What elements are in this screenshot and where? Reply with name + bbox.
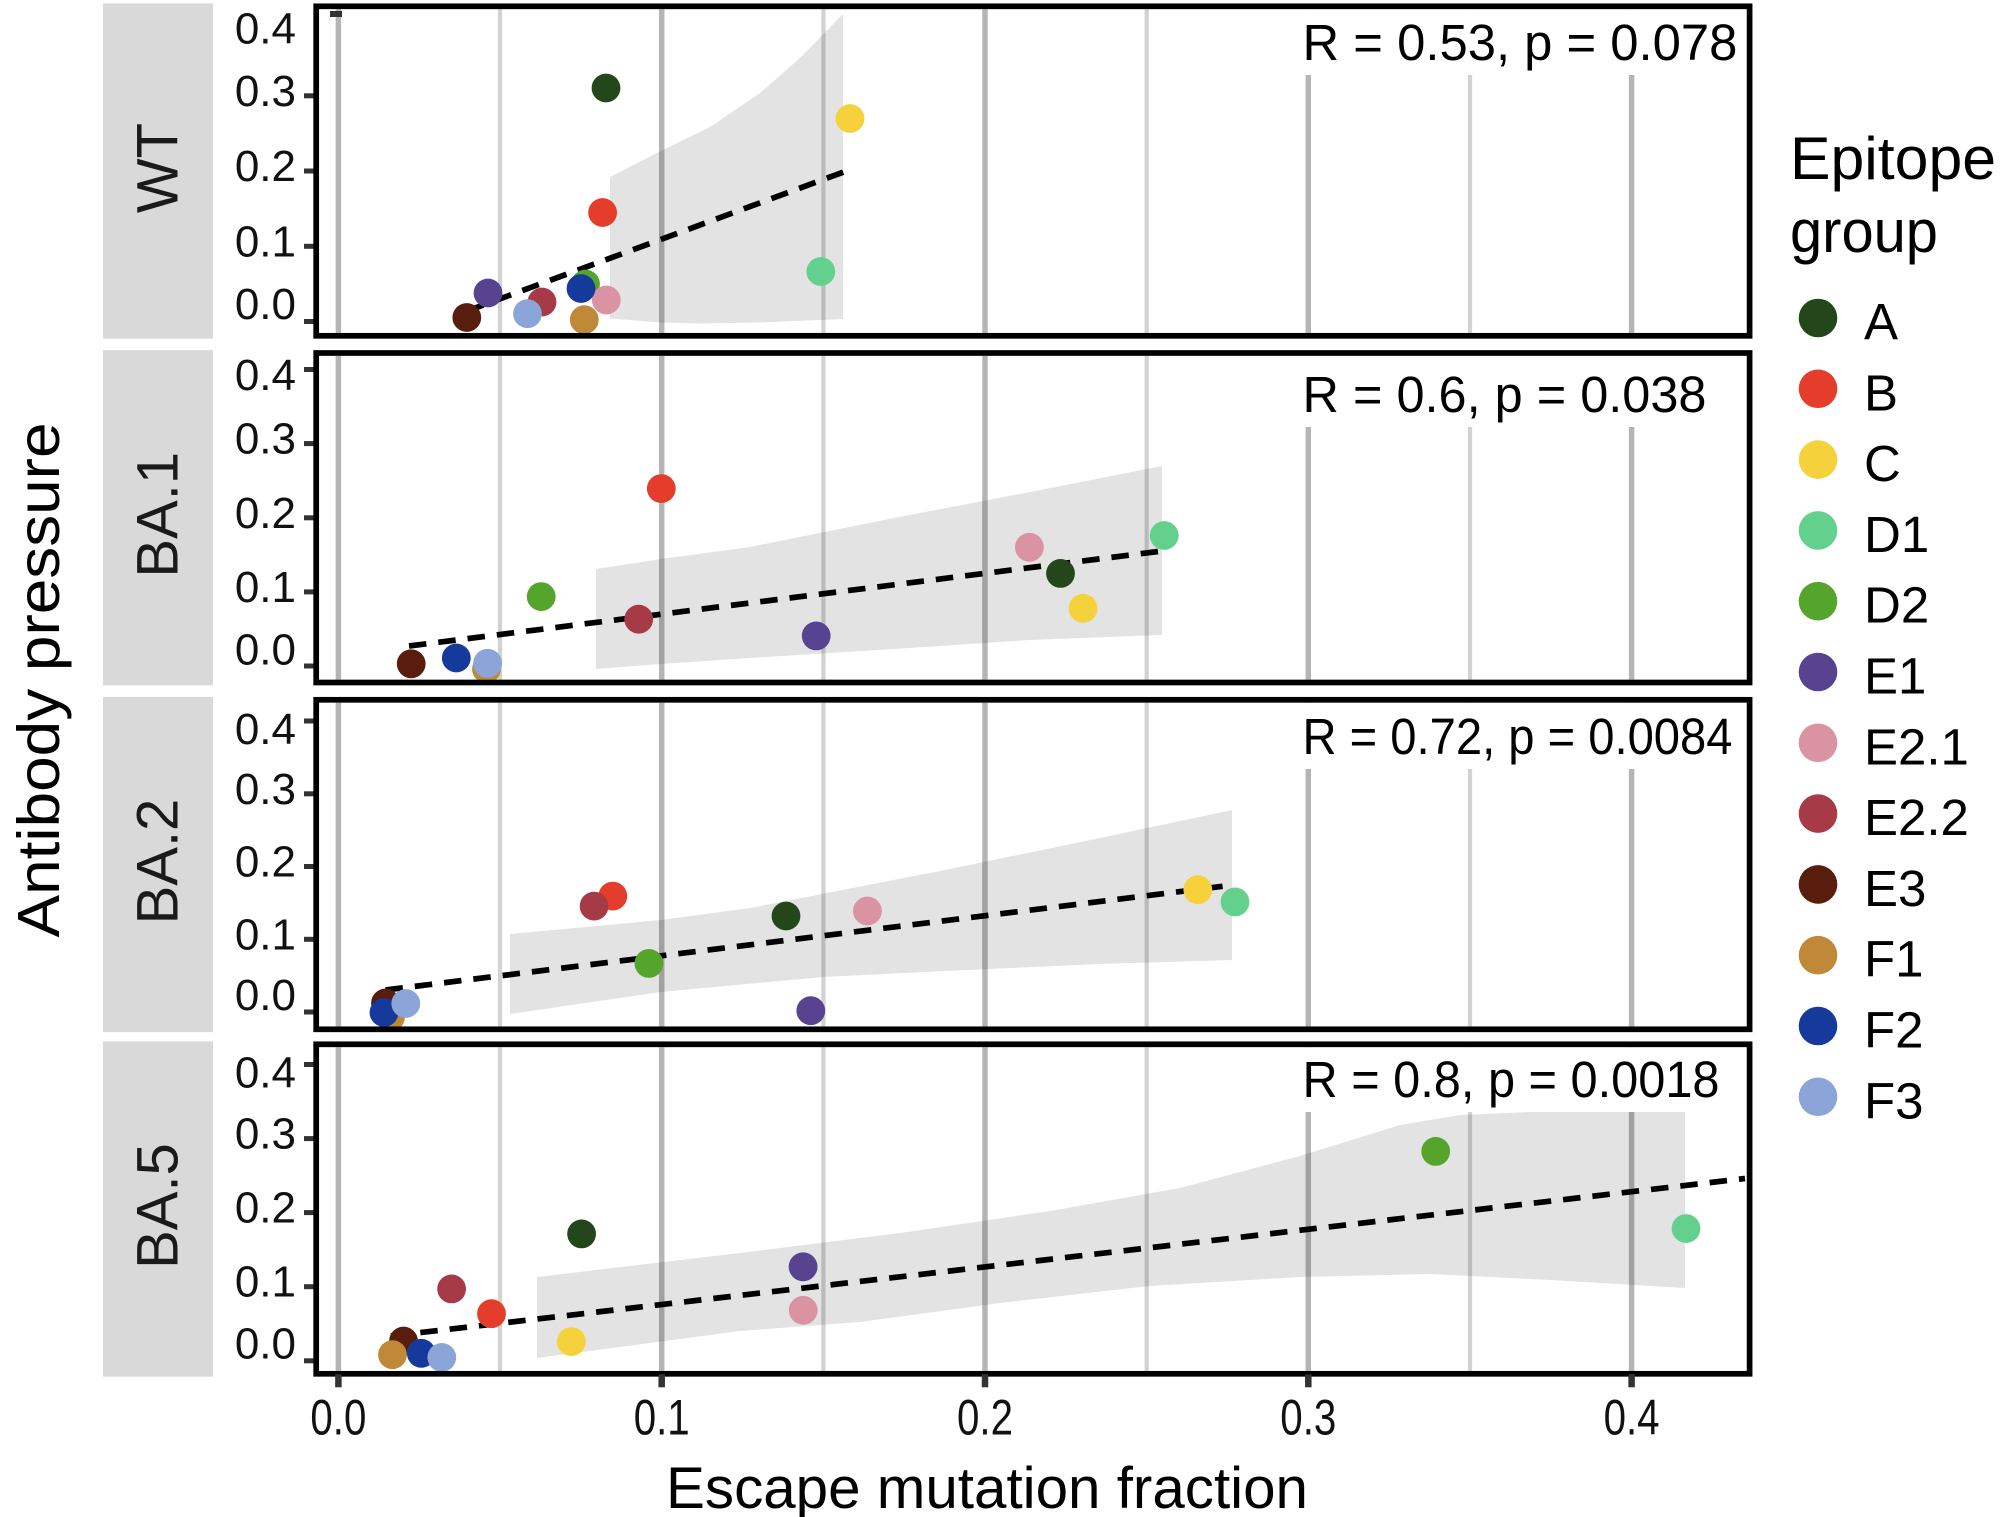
svg-text:Epitope: Epitope xyxy=(1790,125,1996,192)
svg-text:0.0: 0.0 xyxy=(235,971,296,1020)
svg-text:R = 0.6, p = 0.038: R = 0.6, p = 0.038 xyxy=(1303,366,1707,423)
svg-text:0.4: 0.4 xyxy=(235,705,296,754)
svg-text:0.2: 0.2 xyxy=(235,838,296,887)
svg-text:D2: D2 xyxy=(1864,577,1929,634)
svg-text:R = 0.8, p = 0.0018: R = 0.8, p = 0.0018 xyxy=(1303,1051,1720,1108)
svg-text:0.0: 0.0 xyxy=(235,626,296,675)
svg-text:A: A xyxy=(1864,294,1898,351)
svg-text:0.3: 0.3 xyxy=(235,765,296,814)
svg-text:0.2: 0.2 xyxy=(235,142,296,191)
svg-text:0.3: 0.3 xyxy=(235,415,296,464)
svg-text:0.1: 0.1 xyxy=(235,1258,296,1307)
svg-text:0.4: 0.4 xyxy=(235,1049,296,1098)
svg-text:0.1: 0.1 xyxy=(235,217,296,266)
svg-text:R = 0.72, p = 0.0084: R = 0.72, p = 0.0084 xyxy=(1303,708,1733,765)
svg-text:0.1: 0.1 xyxy=(235,910,296,959)
svg-text:0.0: 0.0 xyxy=(235,1320,296,1369)
svg-text:0.4: 0.4 xyxy=(235,351,296,400)
svg-text:0.2: 0.2 xyxy=(235,489,296,538)
svg-text:WT: WT xyxy=(126,123,191,213)
svg-text:F1: F1 xyxy=(1864,931,1924,988)
svg-text:D1: D1 xyxy=(1864,506,1929,563)
svg-text:0.2: 0.2 xyxy=(957,1390,1013,1446)
svg-text:E2.1: E2.1 xyxy=(1864,718,1969,775)
svg-text:F2: F2 xyxy=(1864,1002,1924,1059)
svg-text:0.3: 0.3 xyxy=(235,1110,296,1159)
svg-text:0.2: 0.2 xyxy=(235,1184,296,1233)
svg-text:E1: E1 xyxy=(1864,648,1926,705)
svg-text:BA.5: BA.5 xyxy=(126,1143,191,1269)
svg-text:0.3: 0.3 xyxy=(235,67,296,116)
svg-text:F3: F3 xyxy=(1864,1072,1924,1129)
svg-text:0.0: 0.0 xyxy=(235,280,296,329)
svg-text:0.1: 0.1 xyxy=(235,563,296,612)
svg-text:BA.2: BA.2 xyxy=(126,799,191,925)
svg-text:E3: E3 xyxy=(1864,860,1926,917)
svg-text:0.0: 0.0 xyxy=(310,1390,366,1446)
svg-text:group: group xyxy=(1790,198,1938,265)
svg-text:0.1: 0.1 xyxy=(634,1390,690,1446)
svg-text:C: C xyxy=(1864,435,1901,492)
svg-text:R = 0.53, p = 0.078: R = 0.53, p = 0.078 xyxy=(1303,14,1738,71)
svg-text:Escape mutation fraction: Escape mutation fraction xyxy=(666,1456,1308,1517)
svg-text:0.4: 0.4 xyxy=(1604,1390,1660,1446)
svg-text:0.3: 0.3 xyxy=(1280,1390,1336,1446)
svg-text:BA.1: BA.1 xyxy=(126,452,191,578)
svg-text:Antibody pressure: Antibody pressure xyxy=(6,423,72,938)
svg-text:0.4: 0.4 xyxy=(235,5,296,54)
svg-text:E2.2: E2.2 xyxy=(1864,789,1969,846)
svg-text:B: B xyxy=(1864,364,1898,421)
